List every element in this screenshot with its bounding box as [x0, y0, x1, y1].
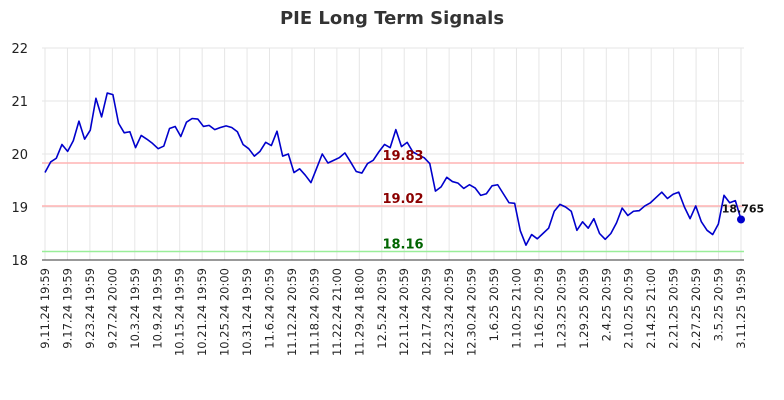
x-tick-label: 12.23.24 20:59 [442, 268, 456, 356]
x-tick-label: 12.11.24 20:59 [397, 268, 411, 356]
last-value-label: 18.765 [722, 202, 764, 215]
grid [42, 47, 744, 261]
y-tick-label: 20 [11, 148, 28, 163]
x-tick-label: 2.4.25 20:59 [599, 268, 613, 341]
reference-line-label: 18.16 [382, 238, 423, 253]
x-tick-label: 10.25.24 20:00 [218, 268, 232, 356]
x-tick-label: 1.10.25 21:00 [509, 268, 523, 349]
x-tick-label: 11.6.24 20:59 [263, 268, 277, 349]
x-tick-label: 2.10.25 20:59 [622, 268, 636, 349]
x-tick-label: 9.27.24 20:00 [105, 268, 119, 349]
x-tick-label: 2.21.25 20:59 [667, 268, 681, 349]
x-tick-label: 3.5.25 20:59 [712, 268, 726, 341]
x-tick-label: 9.11.24 19:59 [38, 268, 52, 349]
x-tick-label: 10.3.24 19:59 [128, 268, 142, 349]
last-point-marker [737, 215, 745, 224]
x-tick-label: 9.23.24 19:59 [83, 268, 97, 349]
x-tick-label: 10.9.24 19:59 [150, 268, 164, 349]
reference-line-label: 19.83 [382, 149, 423, 164]
x-tick-label: 11.22.24 21:00 [330, 268, 344, 356]
y-tick-label: 22 [11, 42, 28, 57]
reference-lines [42, 162, 744, 253]
x-tick-label: 10.15.24 19:59 [173, 268, 187, 356]
y-tick-label: 19 [11, 201, 28, 216]
chart-title: PIE Long Term Signals [279, 8, 505, 29]
reference-line-label: 19.02 [382, 192, 423, 207]
x-tick-label: 3.11.25 19:59 [734, 268, 748, 349]
x-tick-label: 1.16.25 20:59 [532, 268, 546, 349]
x-tick-label: 12.5.24 20:59 [375, 268, 389, 349]
x-tick-label: 1.29.25 20:59 [577, 268, 591, 349]
labels: 18 19 20 21 22 9.11.24 19:59 9.17.24 19:59 9.23… [11, 42, 764, 356]
x-tick-label: 10.21.24 19:59 [195, 268, 209, 356]
x-tick-label: 10.31.24 19:59 [240, 268, 254, 356]
x-tick-label: 2.27.25 20:59 [689, 268, 703, 349]
series-line [44, 92, 742, 246]
x-tick-label: 1.23.25 20:59 [554, 268, 568, 349]
series [44, 92, 745, 246]
y-tick-label: 18 [11, 254, 28, 269]
x-tick-label: 11.29.24 18:00 [352, 268, 366, 356]
x-tick-label: 2.14.25 21:00 [644, 268, 658, 349]
x-tick-label: 12.17.24 20:59 [420, 268, 434, 356]
x-tick-label: 11.18.24 20:59 [307, 268, 321, 356]
y-tick-label: 21 [11, 95, 28, 110]
x-tick-label: 11.12.24 20:59 [285, 268, 299, 356]
x-tick-label: 9.17.24 19:59 [60, 268, 74, 349]
x-tick-label: 1.6.25 20:59 [487, 268, 501, 341]
x-tick-label: 12.30.24 20:59 [465, 268, 479, 356]
